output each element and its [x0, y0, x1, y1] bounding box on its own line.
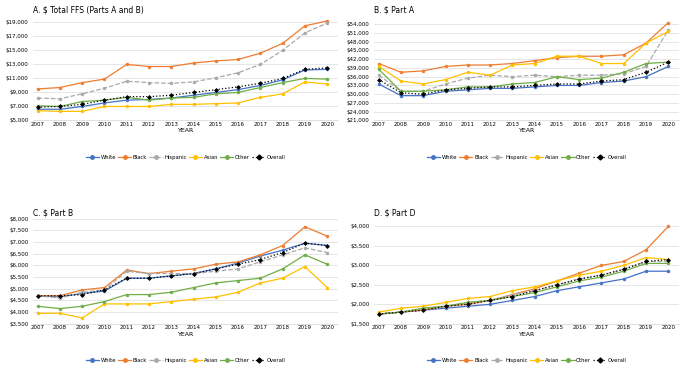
X-axis label: YEAR: YEAR	[177, 128, 194, 133]
X-axis label: YEAR: YEAR	[177, 332, 194, 337]
Text: B. $ Part A: B. $ Part A	[374, 6, 414, 15]
Legend: White, Black, Hispanic, Asian, Other, Overall: White, Black, Hispanic, Asian, Other, Ov…	[84, 356, 288, 365]
X-axis label: YEAR: YEAR	[519, 332, 535, 337]
X-axis label: YEAR: YEAR	[519, 128, 535, 133]
Text: C. $ Part B: C. $ Part B	[33, 209, 73, 218]
Legend: White, Black, Hispanic, Asian, Other, Overall: White, Black, Hispanic, Asian, Other, Ov…	[425, 153, 629, 162]
Text: A. $ Total FFS (Parts A and B): A. $ Total FFS (Parts A and B)	[33, 6, 144, 15]
Text: D. $ Part D: D. $ Part D	[374, 209, 416, 218]
Legend: White, Black, Hispanic, Asian, Other, Overall: White, Black, Hispanic, Asian, Other, Ov…	[84, 153, 288, 162]
Legend: White, Black, Hispanic, Asian, Other, Overall: White, Black, Hispanic, Asian, Other, Ov…	[425, 356, 629, 365]
